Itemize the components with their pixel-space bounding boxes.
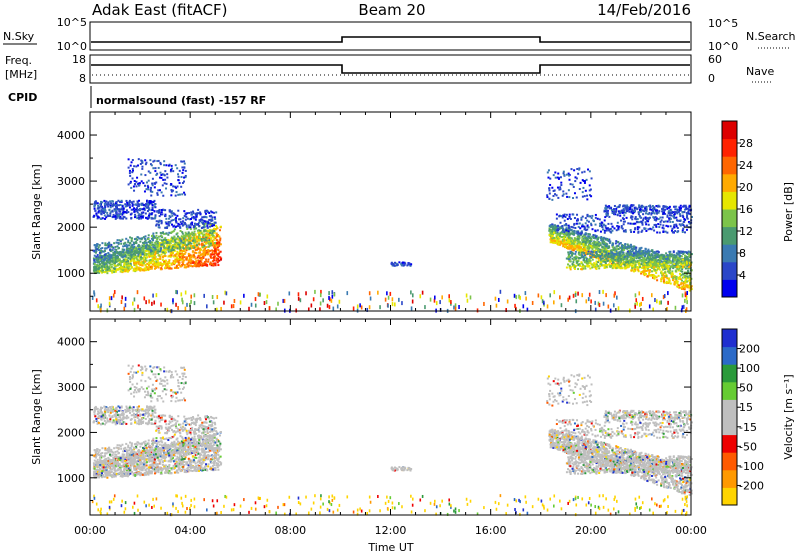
power-frame (89, 111, 692, 312)
xtick-label: 00:00 (74, 524, 106, 537)
nsky-right-tick-top: 10^5 (708, 17, 738, 30)
nsky-right-tick-bottom: 10^0 (708, 40, 738, 53)
colorbar-tick-label: -50 (739, 440, 757, 453)
freq-tick-top: 18 (72, 53, 86, 66)
colorbar-tick-label: 16 (739, 203, 753, 216)
colorbar-tick-label: -200 (739, 479, 764, 492)
velocity-ylabel: Slant Range [km] (30, 369, 43, 465)
nsky-tick-top: 10^5 (57, 16, 87, 29)
colorbar-swatch (722, 329, 737, 348)
velocity-colorbar: 200 100 50 15 -15 -50 -100 -200 Velocity [m s⁻¹… (721, 328, 795, 506)
nsky-trace (91, 36, 690, 43)
colorbar-tick-label: 4 (739, 269, 746, 282)
colorbar-swatch (722, 346, 737, 365)
velocity-colorbar-ticks: 200 100 50 15 -15 -50 -100 -200 (737, 343, 764, 492)
nsky-panel: N.Sky 10^5 10^0 10^5 10^0 N.Search (3, 16, 796, 53)
ytick-label: 2000 (57, 426, 85, 439)
freq-label-2: [MHz] (5, 68, 37, 81)
ytick-label: 2000 (57, 221, 85, 234)
ytick-label: 4000 (57, 336, 85, 349)
velocity-colorbar-swatches (722, 329, 737, 506)
nsearch-right-label: N.Search (746, 30, 796, 43)
freq-trace (91, 64, 690, 74)
nsky-left-label: N.Sky (3, 30, 35, 43)
xtick-label: 04:00 (174, 524, 206, 537)
colorbar-swatch (722, 279, 737, 298)
colorbar-swatch (722, 434, 737, 453)
colorbar-swatch (722, 399, 737, 418)
colorbar-swatch (722, 469, 737, 488)
xtick-label: 16:00 (475, 524, 507, 537)
colorbar-swatch (722, 261, 737, 280)
freq-right-tick-top: 60 (708, 53, 722, 66)
ytick-label: 4000 (57, 129, 85, 142)
date-title: 14/Feb/2016 (597, 1, 691, 19)
power-colorbar-label: Power [dB] (782, 182, 795, 242)
freq-panel: Freq. [MHz] 18 8 60 0 Nave (5, 53, 774, 85)
velocity-colorbar-label: Velocity [m s⁻¹] (782, 374, 795, 459)
colorbar-swatch (722, 487, 737, 506)
power-xticks (89, 112, 692, 311)
ytick-label: 3000 (57, 175, 85, 188)
colorbar-swatch (722, 244, 737, 263)
power-colorbar-swatches (722, 121, 737, 298)
colorbar-tick-label: 100 (739, 362, 760, 375)
colorbar-tick-label: -100 (739, 460, 764, 473)
nsky-frame (89, 21, 692, 51)
colorbar-swatch (722, 156, 737, 175)
ytick-label: 1000 (57, 472, 85, 485)
freq-frame (89, 54, 692, 84)
velocity-panel: 1000 2000 3000 4000 00:00 04:00 08:00 12:00 16:… (30, 318, 707, 554)
beam-title: Beam 20 (358, 1, 425, 19)
freq-tick-bottom: 8 (79, 72, 86, 85)
colorbar-swatch (722, 417, 737, 436)
colorbar-tick-label: 8 (739, 247, 746, 260)
ytick-label: 3000 (57, 381, 85, 394)
colorbar-swatch (722, 381, 737, 400)
velocity-xaxis: 00:00 04:00 08:00 12:00 16:00 20:00 00:00 (74, 319, 707, 537)
colorbar-swatch (722, 452, 737, 471)
colorbar-tick-label: 12 (739, 225, 753, 238)
xtick-label: 08:00 (274, 524, 306, 537)
colorbar-tick-label: 200 (739, 343, 760, 356)
colorbar-swatch (722, 209, 737, 228)
cpid-label: CPID (8, 91, 37, 104)
nsky-tick-bottom: 10^0 (57, 40, 87, 53)
nave-right-label: Nave (746, 65, 774, 78)
power-ylabel: Slant Range [km] (30, 164, 43, 260)
colorbar-swatch (722, 191, 737, 210)
freq-right-tick-bottom: 0 (708, 72, 715, 85)
colorbar-tick-label: 20 (739, 181, 753, 194)
colorbar-swatch (722, 226, 737, 245)
colorbar-swatch (722, 173, 737, 192)
colorbar-swatch (722, 364, 737, 383)
xtick-label: 00:00 (675, 524, 707, 537)
freq-label-1: Freq. (5, 54, 32, 67)
ytick-label: 1000 (57, 267, 85, 280)
cpid-text: normalsound (fast) -157 RF (96, 94, 266, 107)
velocity-scatter (91, 364, 693, 517)
power-colorbar-ticks: 28 24 20 16 12 8 4 (737, 137, 753, 282)
power-scatter (91, 158, 693, 314)
colorbar-swatch (722, 121, 737, 140)
colorbar-tick-label: -15 (739, 421, 757, 434)
colorbar-tick-label: 28 (739, 137, 753, 150)
power-yaxis: 1000 2000 3000 4000 (57, 111, 691, 297)
time-axis-label: Time UT (367, 541, 413, 554)
xtick-label: 20:00 (575, 524, 607, 537)
xtick-label: 12:00 (375, 524, 407, 537)
power-colorbar: 28 24 20 16 12 8 4 Power [dB] (721, 120, 795, 298)
colorbar-tick-label: 15 (739, 401, 753, 414)
station-title: Adak East (fitACF) (92, 1, 227, 19)
colorbar-tick-label: 50 (739, 382, 753, 395)
velocity-frame (89, 318, 692, 516)
colorbar-tick-label: 24 (739, 159, 753, 172)
colorbar-swatch (722, 138, 737, 157)
velocity-yaxis: 1000 2000 3000 4000 (57, 318, 691, 501)
power-panel: 1000 2000 3000 4000 Slant Range [km] (30, 111, 693, 314)
